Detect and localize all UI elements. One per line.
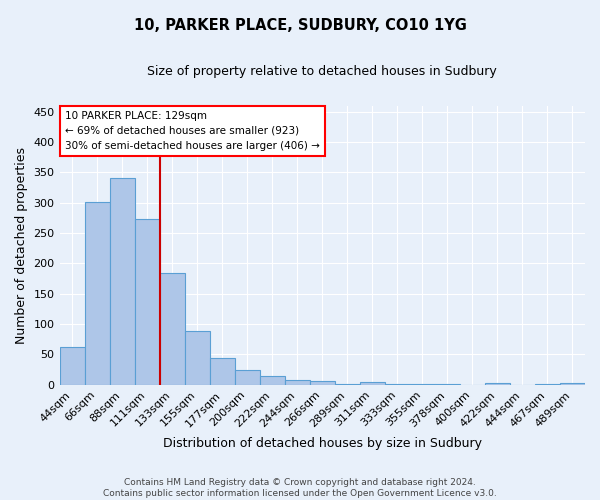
Bar [59,347,85,385]
Bar [360,382,385,385]
Bar [285,380,310,385]
Text: 10 PARKER PLACE: 129sqm
← 69% of detached houses are smaller (923)
30% of semi-d: 10 PARKER PLACE: 129sqm ← 69% of detache… [65,111,320,150]
Bar [485,383,510,385]
Bar [85,202,110,385]
Bar [209,358,235,385]
Bar [160,273,185,385]
Y-axis label: Number of detached properties: Number of detached properties [15,146,28,344]
Bar [134,219,160,385]
Bar [435,384,460,385]
Bar [260,376,285,385]
Bar [335,384,360,385]
Text: 10, PARKER PLACE, SUDBURY, CO10 1YG: 10, PARKER PLACE, SUDBURY, CO10 1YG [134,18,466,32]
Bar [235,370,260,385]
Bar [535,384,560,385]
Bar [310,381,335,385]
Text: Contains HM Land Registry data © Crown copyright and database right 2024.
Contai: Contains HM Land Registry data © Crown c… [103,478,497,498]
Bar [385,384,410,385]
Title: Size of property relative to detached houses in Sudbury: Size of property relative to detached ho… [148,65,497,78]
Bar [185,331,209,385]
X-axis label: Distribution of detached houses by size in Sudbury: Distribution of detached houses by size … [163,437,482,450]
Bar [410,384,435,385]
Bar [560,383,585,385]
Bar [110,178,134,385]
